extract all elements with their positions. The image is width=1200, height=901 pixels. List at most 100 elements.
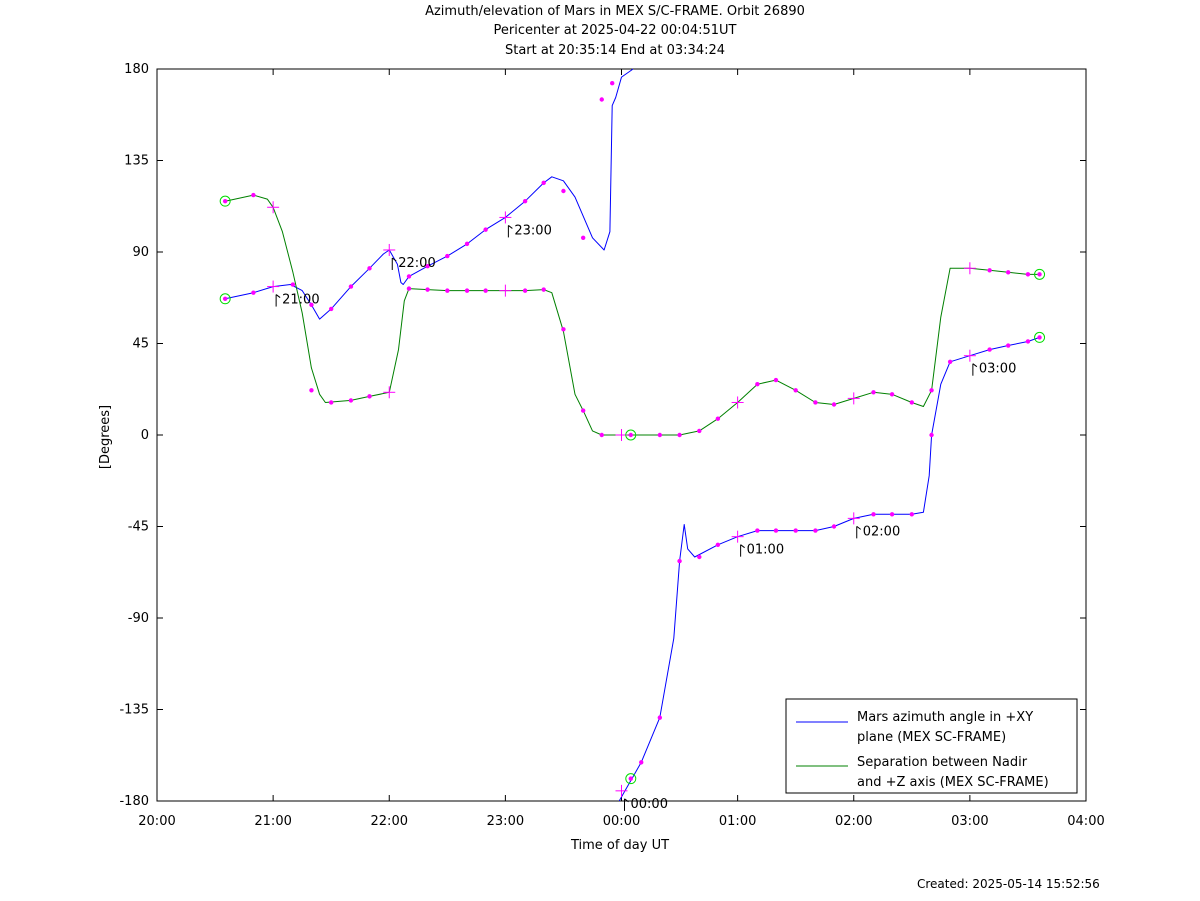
- sample-dot: [541, 180, 546, 186]
- sample-dot: [309, 302, 314, 308]
- sample-dot: [929, 388, 934, 393]
- sample-dot: [929, 432, 934, 438]
- sample-dot: [406, 274, 412, 279]
- hour-arrow-head: [856, 525, 862, 530]
- sample-dot: [328, 400, 334, 405]
- sample-dot: [831, 524, 837, 529]
- sample-dot: [677, 558, 682, 564]
- hour-arrow-head: [740, 544, 745, 549]
- hour-arrow-head: [508, 225, 513, 229]
- sample-dot: [599, 432, 604, 438]
- sample-dot: [889, 392, 895, 397]
- x-tick-label: 01:00: [719, 814, 756, 829]
- sample-dot: [813, 528, 818, 533]
- sample-dot: [483, 288, 488, 293]
- hour-arrow-head: [624, 798, 629, 803]
- x-tick-label: 23:00: [487, 814, 524, 829]
- series-line-separation: [225, 194, 1040, 436]
- sample-dot: [639, 760, 644, 765]
- chart-subtitle-start-end: Start at 20:35:14 End at 03:34:24: [504, 43, 726, 58]
- sample-dot: [541, 287, 546, 292]
- series-line-azimuth: [225, 68, 634, 320]
- sample-dot: [561, 327, 566, 332]
- sample-dot: [987, 268, 992, 273]
- sample-dot: [348, 284, 354, 289]
- endpoint-circle: [625, 773, 637, 785]
- sample-dot: [677, 432, 682, 438]
- markers: [219, 81, 1046, 797]
- y-tick-label: -135: [119, 703, 149, 718]
- hour-annotation-label: 00:00: [631, 797, 668, 812]
- hour-cross: [963, 262, 976, 275]
- y-tick-label: 135: [124, 154, 149, 169]
- sample-dot: [522, 288, 528, 293]
- sample-dot: [425, 264, 430, 269]
- y-tick-label: 45: [132, 337, 149, 352]
- sample-dot: [367, 394, 372, 399]
- legend-label-azimuth-2: plane (MEX SC-FRAME): [857, 730, 1006, 745]
- endpoint-dot: [222, 198, 228, 204]
- legend-label-separation-2: and +Z axis (MEX SC-FRAME): [857, 775, 1049, 790]
- created-timestamp: Created: 2025-05-14 15:52:56: [917, 877, 1100, 891]
- sample-dot: [580, 408, 586, 413]
- hour-cross: [267, 280, 280, 293]
- sample-dot: [1005, 343, 1011, 348]
- sample-dot: [909, 512, 915, 517]
- hour-cross: [383, 243, 396, 256]
- axes-frame: -180 -135 -90 -45 0 45 90 135 180 20:00 21:00 22:00…: [119, 62, 1104, 829]
- hour-cross: [267, 201, 280, 214]
- sample-dot: [483, 227, 488, 232]
- sample-dot: [889, 512, 895, 517]
- sample-dot: [580, 235, 586, 240]
- y-axis-label: [Degrees]: [98, 405, 113, 469]
- endpoint-dot: [628, 432, 633, 438]
- sample-dot: [715, 416, 721, 421]
- sample-dot: [610, 81, 615, 86]
- sample-dot: [1025, 272, 1031, 277]
- sample-dot: [755, 528, 760, 533]
- hour-annotation-label: 03:00: [979, 362, 1016, 377]
- sample-dot: [251, 290, 256, 295]
- sample-dot: [290, 282, 296, 287]
- hour-arrow-head: [391, 257, 397, 262]
- sample-dot: [328, 306, 334, 312]
- y-tick-label: 180: [124, 62, 149, 77]
- endpoint-circle: [219, 293, 231, 305]
- sample-dot: [561, 188, 566, 194]
- hour-cross: [847, 512, 860, 525]
- legend-label-separation-1: Separation between Nadir: [857, 755, 1028, 770]
- sample-dot: [445, 253, 450, 259]
- y-tick-label: -45: [128, 520, 149, 535]
- endpoint-dot: [1037, 272, 1042, 277]
- hour-arrow-head: [275, 294, 281, 298]
- x-axis-label: Time of day UT: [570, 838, 669, 853]
- hour-annotation-label: 21:00: [282, 293, 319, 308]
- chart-subtitle-pericenter: Pericenter at 2025-04-22 00:04:51UT: [493, 23, 737, 38]
- sample-dot: [755, 381, 760, 387]
- hour-annotation-label: 23:00: [514, 223, 551, 238]
- sample-dot: [425, 287, 430, 292]
- x-tick-label: 00:00: [603, 814, 640, 829]
- x-tick-label: 03:00: [951, 814, 988, 829]
- sample-dot: [773, 528, 779, 533]
- y-tick-label: -180: [119, 794, 149, 809]
- sample-dot: [871, 390, 876, 395]
- hour-cross: [731, 396, 744, 409]
- y-tick-label: 0: [141, 428, 149, 443]
- y-tick-label: 90: [132, 245, 149, 260]
- x-tick-label: 22:00: [371, 814, 408, 829]
- sample-dot: [657, 432, 663, 438]
- sample-dot: [657, 715, 663, 720]
- hour-cross: [731, 530, 744, 543]
- legend-label-azimuth-1: Mars azimuth angle in +XY: [857, 710, 1033, 725]
- hour-annotation-label: 02:00: [863, 524, 900, 539]
- endpoint-dot: [1037, 335, 1042, 340]
- hour-annotations: 21:00 22:00 23:00 00:00 01:00 02:00 03:00: [275, 223, 1016, 812]
- sample-dot: [464, 241, 470, 247]
- hour-cross: [499, 284, 512, 297]
- x-tick-label: 02:00: [835, 814, 872, 829]
- sample-dot: [1005, 270, 1011, 275]
- sample-dot: [348, 398, 354, 403]
- endpoint-circle: [625, 429, 637, 441]
